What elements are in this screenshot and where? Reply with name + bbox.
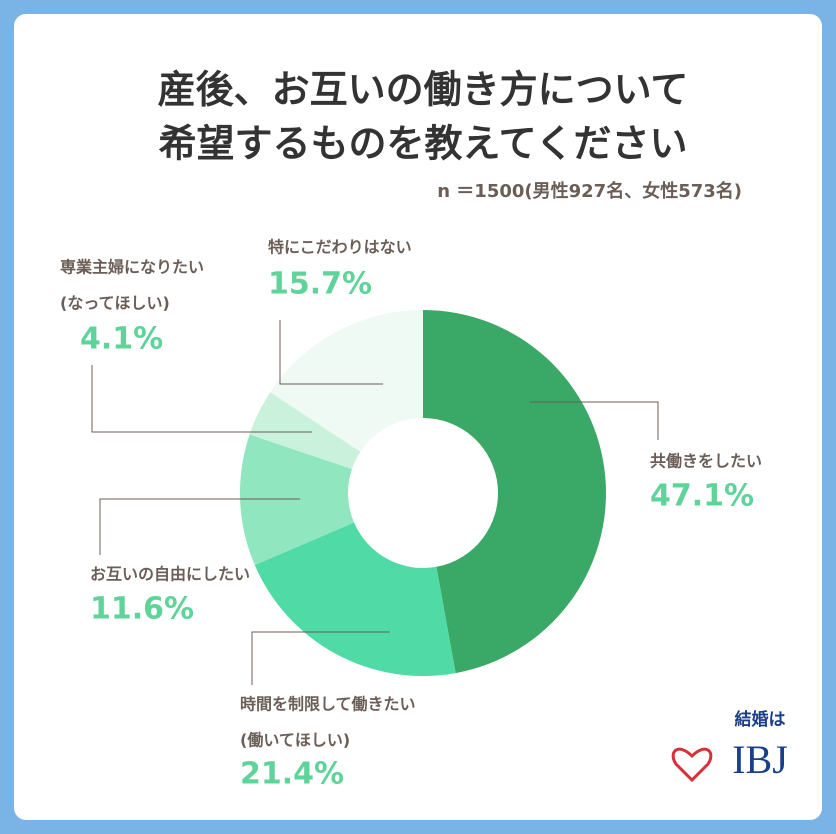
brand-name: IBJ <box>732 737 788 782</box>
slice <box>254 522 456 676</box>
chart-title: 産後、お互いの働き方について <box>158 68 689 112</box>
leader-line <box>530 401 659 440</box>
brand-tagline: 結婚は <box>735 709 786 730</box>
value-label: 11.6% <box>90 592 194 627</box>
value-label: 21.4% <box>240 757 344 792</box>
slice <box>270 310 423 452</box>
leader-line <box>91 365 312 433</box>
value-label: 4.1% <box>80 322 163 357</box>
category-label: 時間を制限して働きたい <box>240 695 416 714</box>
value-label: 15.7% <box>268 267 372 302</box>
slice <box>240 434 355 565</box>
brand-heart <box>671 747 713 783</box>
category-label: お互いの自由にしたい <box>90 565 250 584</box>
leader-line <box>279 320 383 385</box>
chart-title: 希望するものを教えてください <box>159 122 688 166</box>
category-label: 特にこだわりはない <box>268 238 412 257</box>
value-label: 47.1% <box>650 479 754 514</box>
category-label: (働いてほしい) <box>240 731 350 750</box>
slice <box>423 310 607 674</box>
slice <box>249 392 361 470</box>
category-label: (なってほしい) <box>60 294 170 313</box>
category-label: 専業主婦になりたい <box>60 258 204 277</box>
leader-line <box>99 498 300 555</box>
leader-line <box>251 631 390 685</box>
category-label: 共働きをしたい <box>650 452 762 471</box>
subtitle: n ＝1500(男性927名、女性573名) <box>437 180 742 202</box>
